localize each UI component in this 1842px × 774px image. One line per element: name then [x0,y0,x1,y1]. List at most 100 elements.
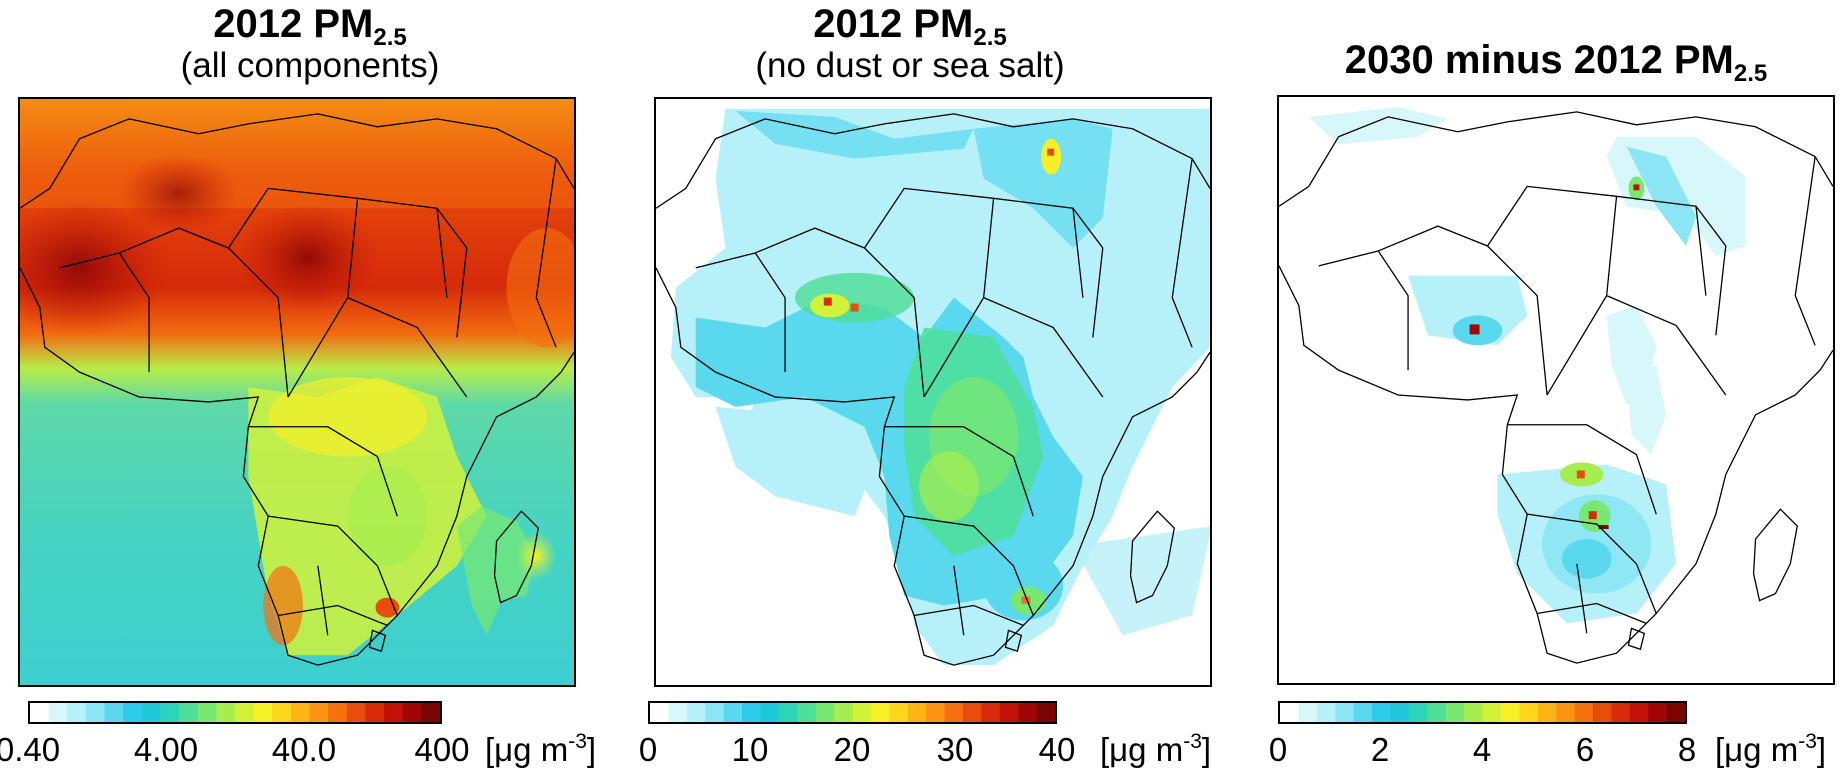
colorbar-tick: 4.00 [133,731,199,768]
colorbar-swatch [1666,703,1685,722]
panel-title: 2030 minus 2012 PM2.5 [1344,38,1768,87]
colorbar-tick: 6 [1575,731,1595,768]
colorbar-swatch [309,703,330,722]
colorbar-swatch [797,703,817,722]
colorbar-swatch [216,703,237,722]
colorbar-swatch [421,703,440,722]
colorbar-swatch [1036,703,1055,722]
colorbar-tick: 40.0 [271,731,337,768]
colorbar-swatch [1464,703,1484,722]
panel-subtitle: (no dust or sea salt) [755,46,1065,85]
colorbar-swatch [926,703,946,722]
colorbar-unit: [μg m-3] [485,730,597,768]
panel-title: 2012 PM2.5 [813,2,1007,51]
colorbar-swatch [197,703,218,722]
colorbar-tick: 0 [638,731,658,768]
colorbar-swatch [1592,703,1613,722]
colorbar-swatch [290,703,311,722]
colorbar-tick: 2 [1370,731,1390,768]
colorbar-tick: 20 [833,731,871,768]
colorbar-swatch [384,703,404,722]
colorbar-swatch [852,703,873,722]
colorbar-swatch [1408,703,1429,722]
panel-2030-minus-2012: 2030 minus 2012 PM2.5 [1250,0,1842,774]
colorbar-swatch [328,703,349,722]
colorbar-swatch [1390,703,1411,722]
colorbar-swatch [870,703,891,722]
colorbar-swatch [272,703,293,722]
colorbar-swatch [1648,703,1668,722]
colorbar-swatch [179,703,199,722]
colorbar-swatch [1611,703,1631,722]
panel-title: 2012 PM2.5 [213,2,407,51]
colorbar-swatch [30,703,50,722]
colorbar-tick: 10 [731,731,769,768]
colorbar-swatch [1372,703,1392,722]
colorbar-tick: 0 [1268,731,1288,768]
colorbar-swatch [686,703,707,722]
colorbar-swatch [668,703,689,722]
colorbar-swatch [723,703,744,722]
colorbar-swatch [1280,703,1300,722]
colorbar-tick: 30 [936,731,974,768]
colorbar-swatch [1519,703,1539,722]
colorbar-swatch [1353,703,1374,722]
colorbar-swatch [85,703,106,722]
colorbar-swatch [402,703,423,722]
pm25-difference-map [1277,95,1835,685]
colorbar-swatch [815,703,836,722]
colorbar-swatch [981,703,1001,722]
colorbar-swatch [1018,703,1038,722]
colorbar-swatch [705,703,725,722]
colorbar-tick: 0.40 [0,731,61,768]
colorbar-swatch [48,703,69,722]
colorbar-swatches [30,703,440,722]
colorbar-linear [648,701,1057,724]
colorbar-swatch [889,703,909,722]
colorbar-swatch [907,703,928,722]
colorbar-swatch [67,703,88,722]
colorbar-swatch [1574,703,1595,722]
colorbar-swatch [1500,703,1521,722]
colorbar-swatch [742,703,762,722]
pm25-map-no-dust [654,97,1212,687]
colorbar-tick: 4 [1472,731,1492,768]
colorbar-swatch [1629,703,1650,722]
colorbar-swatch [160,703,181,722]
colorbar-unit: [μg m-3] [1100,730,1212,768]
colorbar-swatch [1445,703,1466,722]
colorbar-swatches [650,703,1055,722]
colorbar-swatch [104,703,125,722]
colorbar-swatches [1280,703,1685,722]
colorbar-swatch [962,703,983,722]
colorbar-swatch [365,703,386,722]
colorbar-swatch [235,703,255,722]
colorbar-swatch [1537,703,1558,722]
colorbar-swatch [253,703,274,722]
colorbar-swatch [760,703,781,722]
colorbar-swatch [1316,703,1337,722]
colorbar-tick: 8 [1677,731,1697,768]
colorbar-swatch [141,703,162,722]
colorbar-swatch [1298,703,1319,722]
colorbar-swatch [1556,703,1576,722]
colorbar-swatch [1482,703,1503,722]
colorbar-swatch [999,703,1020,722]
colorbar-tick: 400 [414,731,470,768]
colorbar-unit: [μg m-3] [1715,730,1827,768]
panel-subtitle: (all components) [180,46,440,85]
colorbar-swatch [944,703,965,722]
panel-all-components: 2012 PM2.5 (all components) [0,0,620,774]
colorbar-swatch [650,703,670,722]
colorbar-tick: 40 [1038,731,1076,768]
colorbar-swatch [1427,703,1447,722]
colorbar-difference [1278,701,1687,724]
colorbar-log [28,701,442,724]
colorbar-swatch [834,703,854,722]
colorbar-swatch [778,703,799,722]
pm25-map-all-components [18,97,576,687]
colorbar-swatch [123,703,144,722]
colorbar-swatch [1335,703,1355,722]
panel-no-dust-sea-salt: 2012 PM2.5 (no dust or sea salt) [630,0,1230,774]
colorbar-swatch [346,703,367,722]
